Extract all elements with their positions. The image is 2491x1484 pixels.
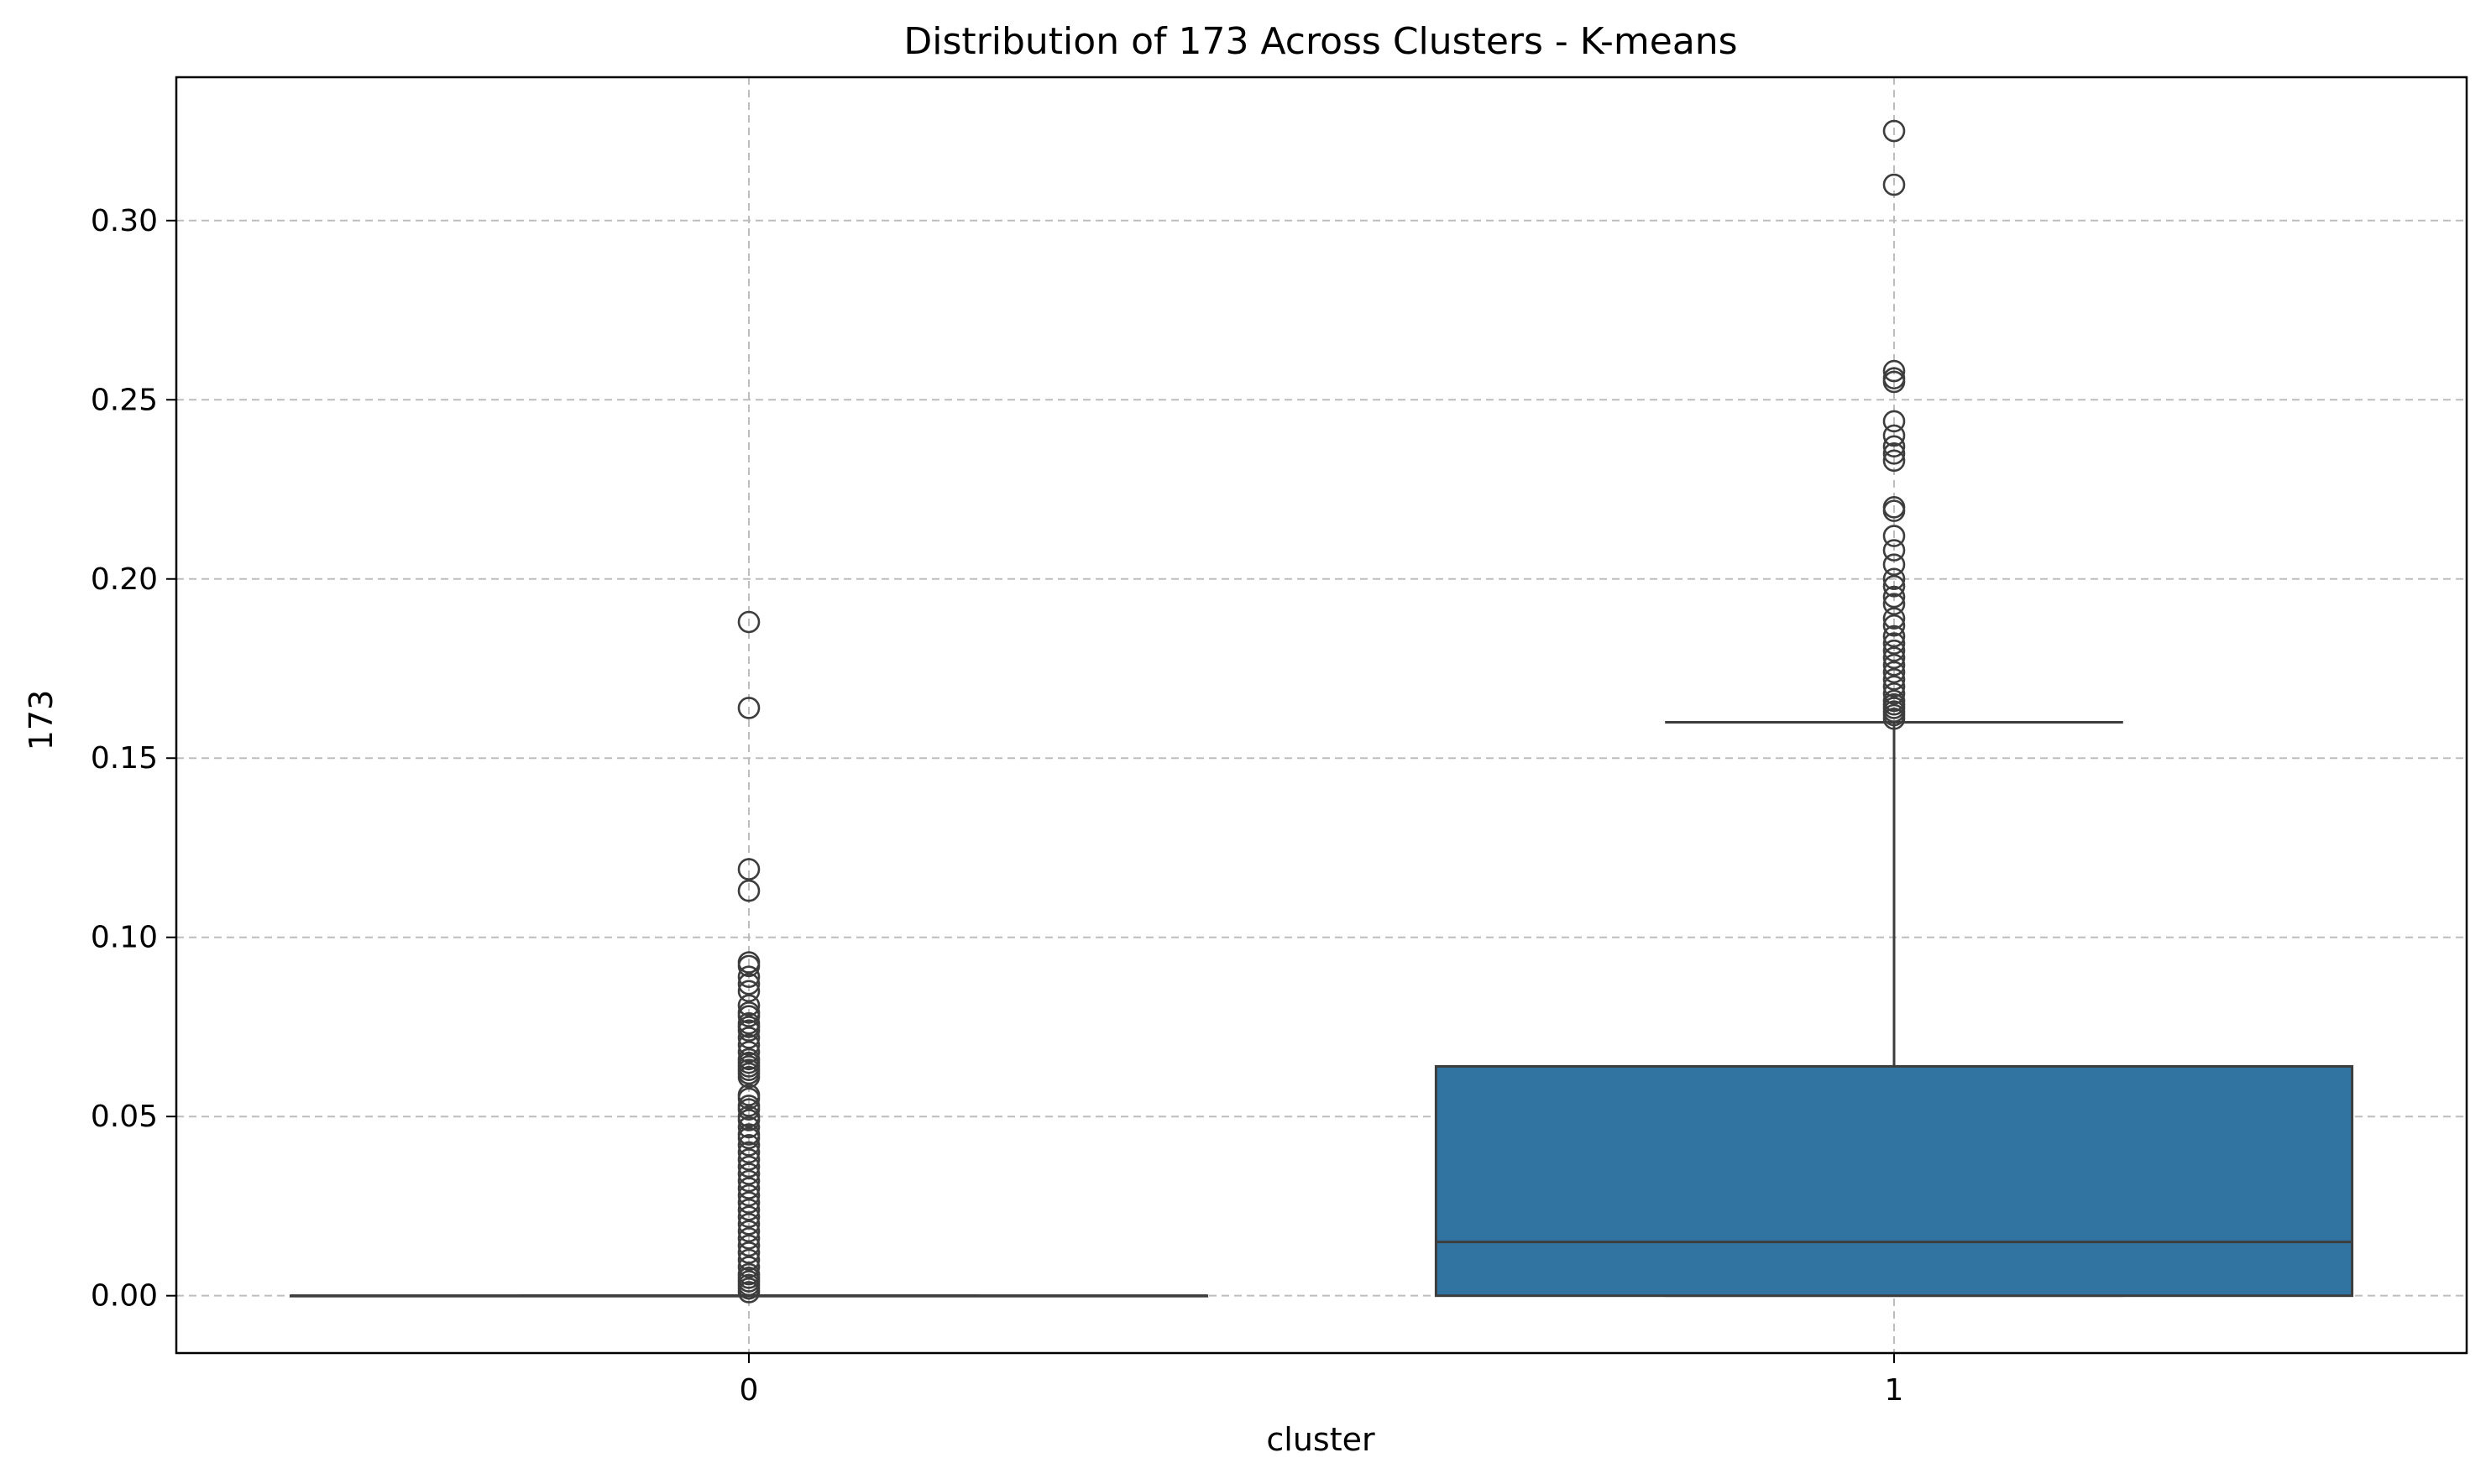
outlier-point [737,1241,761,1264]
outlier-point [737,980,761,1003]
outlier-point [737,1234,761,1257]
x-tick-label: 0 [740,1373,759,1408]
outlier-point [1882,553,1906,576]
outlier-point [1882,435,1906,458]
outlier-point [1882,173,1906,196]
outlier-point [1882,424,1906,447]
y-tick-label: 0.10 [91,921,158,955]
outlier-point [1882,539,1906,562]
outlier-point [737,610,761,634]
outlier-point [737,1205,761,1229]
outlier-point [737,1248,761,1272]
outlier-point [1882,370,1906,394]
outlier-point [737,1163,761,1185]
outlier-point [1882,525,1906,547]
outlier-point [1882,574,1906,598]
outlier-point [1882,632,1906,655]
tick-layer: 0.00 0.05 0.10 0.15 0.20 0.25 0.30 0 1 [91,204,1904,1408]
plot-frame [175,76,2468,1355]
outlier-point [737,879,761,902]
outlier-point [737,1212,761,1236]
outlier-point [737,1098,761,1121]
outlier-point [1882,410,1906,433]
outlier-point [1882,449,1906,473]
outlier-point [737,1227,761,1250]
y-tick-label: 0.00 [91,1279,158,1314]
box-cluster-1 [1434,1064,2354,1298]
outlier-point [737,994,761,1017]
outlier-point [1882,567,1906,591]
outlier-point [1882,646,1906,669]
outlier-point [1882,442,1906,465]
outlier-point [1882,661,1906,684]
outlier-point [737,1220,761,1243]
outlier-point [737,1019,761,1042]
outlier-point [737,697,761,719]
x-tick-label: 1 [1885,1373,1904,1408]
outlier-point [737,954,761,978]
outlier-point [737,1126,761,1150]
outlier-point [1882,359,1906,383]
outlier-point [737,1169,761,1193]
outlier-point [1882,675,1906,698]
outlier-point [737,1256,761,1278]
outlier-layer [737,119,1906,1304]
outlier-point [1882,707,1906,730]
outlier-point [1882,639,1906,662]
outlier-point [737,1134,761,1157]
outlier-point [1882,682,1906,705]
outlier-point [737,1177,761,1199]
outlier-point [737,972,761,995]
y-tick-label: 0.05 [91,1100,158,1134]
chart-title: Distribution of 173 Across Clusters - K-… [903,20,1737,63]
outlier-point [737,1198,761,1221]
outlier-point [1882,653,1906,677]
outlier-point [737,1141,761,1164]
outlier-point [1882,614,1906,637]
outlier-point [737,1281,761,1304]
outlier-point [1882,119,1906,143]
y-tick-label: 0.20 [91,562,158,597]
outlier-point [737,1116,761,1139]
y-tick-label: 0.25 [91,383,158,417]
outlier-point [1882,593,1906,615]
outlier-point [737,1191,761,1214]
outlier-point [737,1109,761,1131]
outlier-point [737,858,761,880]
y-axis-label: 173 [23,690,60,751]
outlier-point [1882,499,1906,522]
outlier-point [1882,607,1906,630]
outlier-point [737,965,761,988]
y-tick-label: 0.30 [91,204,158,238]
outlier-point [737,1026,761,1049]
outlier-point [1882,668,1906,691]
outlier-point [737,1005,761,1027]
outlier-point [737,1184,761,1207]
y-tick-label: 0.15 [91,741,158,776]
outlier-point [737,1041,761,1063]
outlier-point [737,1065,761,1089]
outlier-point [1882,585,1906,609]
x-axis-label: cluster [1266,1421,1375,1458]
outlier-point [737,1087,761,1110]
outlier-point [1882,624,1906,648]
outlier-point [737,1148,761,1171]
outlier-point [737,1155,761,1178]
outlier-point [737,1033,761,1057]
